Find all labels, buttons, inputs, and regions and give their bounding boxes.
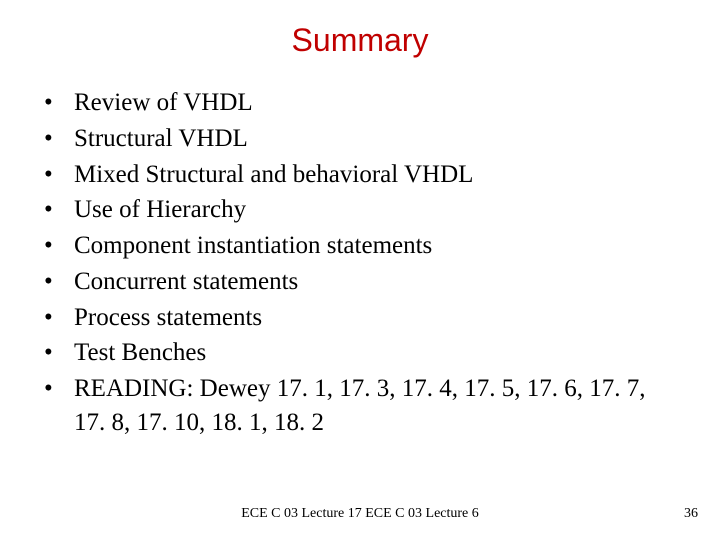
list-item: • Structural VHDL (42, 122, 660, 156)
list-item-text: Mixed Structural and behavioral VHDL (74, 158, 660, 192)
footer-center-text: ECE C 03 Lecture 17 ECE C 03 Lecture 6 (0, 506, 720, 522)
list-item: • Process statements (42, 301, 660, 335)
bullet-icon: • (42, 372, 74, 406)
bullet-icon: • (42, 193, 74, 227)
list-item-text: Concurrent statements (74, 265, 660, 299)
list-item-text: Review of VHDL (74, 86, 660, 120)
bullet-icon: • (42, 158, 74, 192)
slide-container: Summary • Review of VHDL • Structural VH… (0, 0, 720, 540)
list-item-text: Process statements (74, 301, 660, 335)
slide-title: Summary (0, 22, 720, 59)
list-item: • Use of Hierarchy (42, 193, 660, 227)
bullet-icon: • (42, 86, 74, 120)
list-item: • Test Benches (42, 336, 660, 370)
list-item-text: Use of Hierarchy (74, 193, 660, 227)
list-item-text: Test Benches (74, 336, 660, 370)
list-item: • READING: Dewey 17. 1, 17. 3, 17. 4, 17… (42, 372, 660, 440)
list-item-text: READING: Dewey 17. 1, 17. 3, 17. 4, 17. … (74, 372, 660, 440)
bullet-icon: • (42, 265, 74, 299)
list-item: • Concurrent statements (42, 265, 660, 299)
bullet-icon: • (42, 336, 74, 370)
list-item: • Component instantiation statements (42, 229, 660, 263)
list-item: • Review of VHDL (42, 86, 660, 120)
bullet-icon: • (42, 229, 74, 263)
slide-number: 36 (684, 506, 698, 522)
list-item: • Mixed Structural and behavioral VHDL (42, 158, 660, 192)
bullet-icon: • (42, 122, 74, 156)
slide-body: • Review of VHDL • Structural VHDL • Mix… (42, 86, 660, 442)
list-item-text: Component instantiation statements (74, 229, 660, 263)
bullet-icon: • (42, 301, 74, 335)
list-item-text: Structural VHDL (74, 122, 660, 156)
